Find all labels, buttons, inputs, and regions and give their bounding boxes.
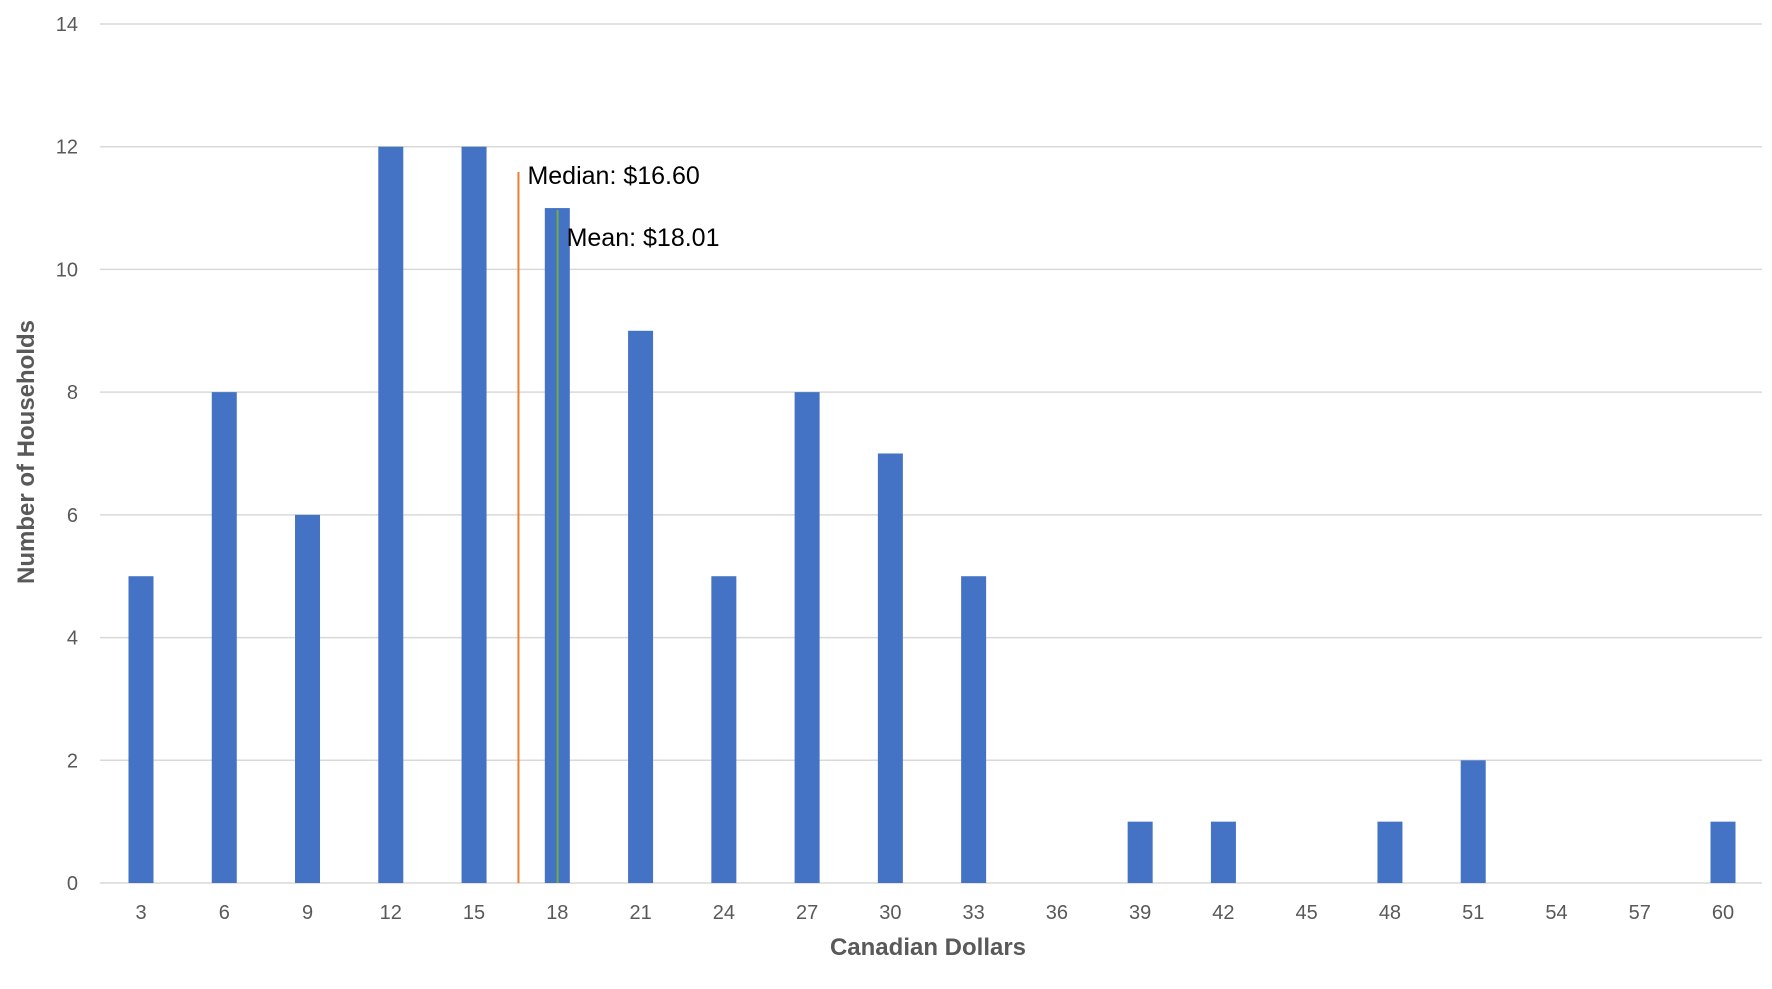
bar (128, 576, 154, 883)
x-tick-label: 39 (1129, 902, 1151, 924)
x-tick-label: 54 (1545, 902, 1567, 924)
x-tick-label: 15 (463, 902, 485, 924)
bar (461, 146, 487, 883)
x-tick-label: 33 (963, 902, 985, 924)
annotation-label: Mean: $18.01 (567, 224, 720, 252)
bar (295, 514, 321, 883)
x-tick-label: 57 (1629, 902, 1651, 924)
gridlines (100, 23, 1762, 884)
y-tick-label: 0 (67, 873, 78, 895)
bar (1210, 821, 1236, 883)
bar (877, 453, 903, 883)
y-tick-label: 12 (56, 137, 78, 159)
x-tick-label: 9 (302, 902, 313, 924)
bar (1460, 760, 1486, 883)
x-tick-label: 48 (1379, 902, 1401, 924)
bar (378, 146, 404, 883)
x-tick-label: 21 (629, 902, 651, 924)
x-tick-label: 18 (546, 902, 568, 924)
y-tick-label: 2 (67, 750, 78, 772)
y-axis-ticks: 0 2 4 6 8 10 12 14 (56, 14, 78, 895)
y-tick-label: 6 (67, 505, 78, 527)
y-tick-label: 10 (56, 259, 78, 281)
x-tick-label: 30 (879, 902, 901, 924)
y-tick-label: 14 (56, 14, 78, 36)
bar (1127, 821, 1153, 883)
bar (794, 392, 820, 883)
x-tick-label: 3 (135, 902, 146, 924)
x-tick-label: 24 (713, 902, 735, 924)
x-axis-title: Canadian Dollars (830, 934, 1026, 961)
x-tick-label: 36 (1046, 902, 1068, 924)
bar (628, 330, 654, 883)
x-tick-label: 12 (380, 902, 402, 924)
y-axis-title: Number of Households (13, 320, 40, 584)
x-tick-label: 60 (1712, 902, 1734, 924)
bar (711, 576, 737, 883)
bar (1710, 821, 1736, 883)
x-tick-label: 51 (1462, 902, 1484, 924)
x-axis-ticks: 3 6 9 12 15 18 21 24 27 30 33 36 39 42 45 48 51 54 57 60 (135, 902, 1734, 924)
x-tick-label: 6 (219, 902, 230, 924)
annotations: Median: $16.60 Mean: $18.01 (517, 162, 720, 883)
bar (211, 392, 237, 883)
y-tick-label: 8 (67, 382, 78, 404)
bar (961, 576, 987, 883)
x-tick-label: 27 (796, 902, 818, 924)
annotation-label: Median: $16.60 (527, 162, 699, 190)
y-tick-label: 4 (67, 628, 78, 650)
x-tick-label: 45 (1296, 902, 1318, 924)
bar (1377, 821, 1403, 883)
x-tick-label: 42 (1212, 902, 1234, 924)
